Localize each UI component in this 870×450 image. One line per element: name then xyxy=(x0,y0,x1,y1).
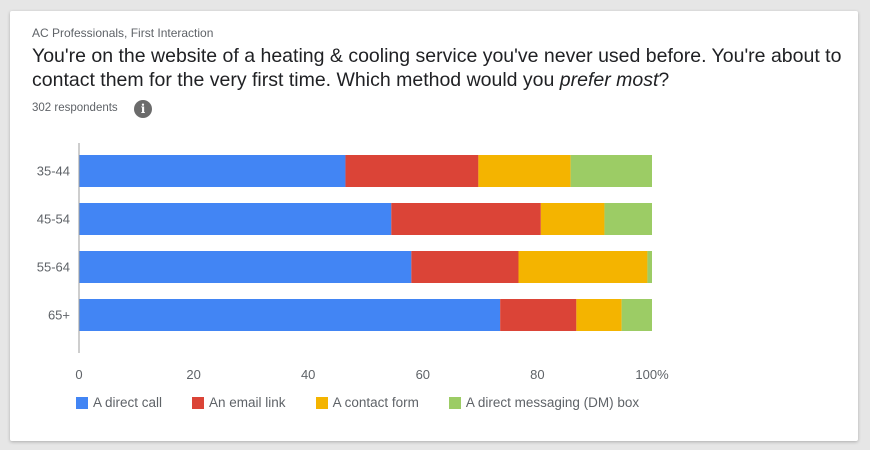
bar-45-54-series-3[interactable] xyxy=(604,203,652,235)
bar-45-54-series-0[interactable] xyxy=(79,203,392,235)
chart-title: You're on the website of a heating & coo… xyxy=(32,44,847,92)
info-icon[interactable]: i xyxy=(134,100,152,118)
chart-card: AC Professionals, First Interaction You'… xyxy=(10,11,858,441)
x-tick-label: 20 xyxy=(186,367,200,382)
bar-55-64-series-0[interactable] xyxy=(79,251,412,283)
x-axis-ticks: 0 20 40 60 80 100% xyxy=(75,367,669,382)
bar-55-64-series-3[interactable] xyxy=(647,251,652,283)
question-end: ? xyxy=(658,69,670,91)
y-tick-label: 45-54 xyxy=(37,212,70,227)
legend-swatch xyxy=(76,396,88,409)
x-tick-label: 100% xyxy=(635,367,669,382)
y-tick-label: 35-44 xyxy=(37,164,70,179)
y-tick-label: 55-64 xyxy=(37,260,70,275)
bar-35-44-series-0[interactable] xyxy=(79,155,346,187)
respondent-count: 302 respondents xyxy=(32,102,118,114)
y-axis-labels: 35-44 45-54 55-64 65+ xyxy=(37,164,70,323)
x-tick-label: 80 xyxy=(530,367,544,382)
bar-55-64-series-1[interactable] xyxy=(411,251,519,283)
legend-swatch xyxy=(192,396,205,409)
stacked-bar-chart: 35-44 45-54 55-64 65+ 0 20 40 60 80 100% xyxy=(37,143,669,382)
bar-55-64-series-2[interactable] xyxy=(518,251,648,283)
bar-45-54-series-1[interactable] xyxy=(391,203,541,235)
legend-label: A direct messaging (DM) box xyxy=(465,395,640,410)
bar-35-44-series-3[interactable] xyxy=(570,155,652,187)
bar-65+-series-3[interactable] xyxy=(621,299,652,331)
bar-65+-series-2[interactable] xyxy=(576,299,622,331)
bar-65+-series-0[interactable] xyxy=(79,299,501,331)
bar-65+-series-1[interactable] xyxy=(500,299,577,331)
bar-35-44-series-1[interactable] xyxy=(345,155,479,187)
legend-label: A contact form xyxy=(332,395,419,410)
question-emphasis: prefer most xyxy=(559,69,659,91)
legend-item-2[interactable]: A contact form xyxy=(315,395,419,410)
legend-item-0[interactable]: A direct call xyxy=(76,395,162,410)
legend-label: An email link xyxy=(209,395,286,410)
chart-eyebrow: AC Professionals, First Interaction xyxy=(32,26,214,40)
question-text: You're on the website of a heating & coo… xyxy=(32,45,842,91)
legend-item-3[interactable]: A direct messaging (DM) box xyxy=(448,395,640,410)
x-tick-label: 0 xyxy=(75,367,82,382)
chart-legend: A direct call An email link A contact form… xyxy=(76,395,669,410)
legend-swatch xyxy=(315,396,328,409)
legend-item-1[interactable]: An email link xyxy=(192,395,286,410)
legend-label: A direct call xyxy=(93,395,163,410)
bars-group xyxy=(79,155,652,331)
legend-swatch xyxy=(448,396,461,409)
bar-35-44-series-2[interactable] xyxy=(478,155,571,187)
x-tick-label: 60 xyxy=(416,367,430,382)
x-tick-label: 40 xyxy=(301,367,315,382)
bar-45-54-series-2[interactable] xyxy=(540,203,605,235)
y-tick-label: 65+ xyxy=(48,308,70,323)
